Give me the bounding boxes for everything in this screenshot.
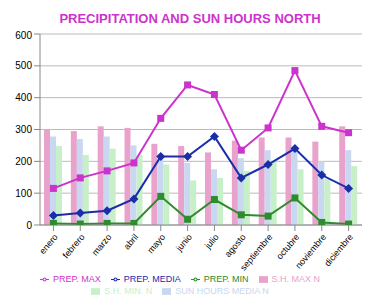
svg-text:mayo: mayo (145, 232, 167, 255)
svg-text:200: 200 (15, 156, 32, 167)
svg-text:abril: abril (122, 232, 141, 251)
svg-text:septiembre: septiembre (238, 232, 274, 273)
svg-text:500: 500 (15, 60, 32, 71)
html-text:PRECIPITATION AND SUN HOURS NO: PRECIPITATION AND SUN HOURS NORTH (59, 11, 321, 26)
svg-text:julio: julio (202, 232, 221, 251)
html-text:PREP. MIN: PREP. MIN (203, 274, 249, 284)
svg-text:100: 100 (15, 188, 32, 199)
html-text:S.H. MIN. N: S.H. MIN. N (104, 286, 153, 296)
html-text:PREP. MAX: PREP. MAX (53, 274, 101, 284)
svg-text:febrero: febrero (61, 232, 87, 260)
svg-text:agosto: agosto (223, 232, 248, 259)
svg-text:0: 0 (26, 220, 32, 231)
svg-text:junio: junio (173, 232, 194, 254)
svg-text:400: 400 (15, 92, 32, 103)
svg-text:marzo: marzo (90, 232, 114, 258)
svg-text:octubre: octubre (274, 232, 301, 261)
html-text:SUN HOURS MEDIA N: SUN HOURS MEDIA N (175, 286, 269, 296)
svg-text:enero: enero (37, 232, 59, 256)
svg-text:300: 300 (15, 124, 32, 135)
svg-text:600: 600 (15, 30, 32, 41)
svg-text:diciembre: diciembre (322, 232, 355, 268)
svg-text:noviembre: noviembre (293, 232, 328, 271)
html-text:PREP. MEDIA: PREP. MEDIA (123, 274, 181, 284)
html-text:S.H. MAX N: S.H. MAX N (271, 274, 320, 284)
